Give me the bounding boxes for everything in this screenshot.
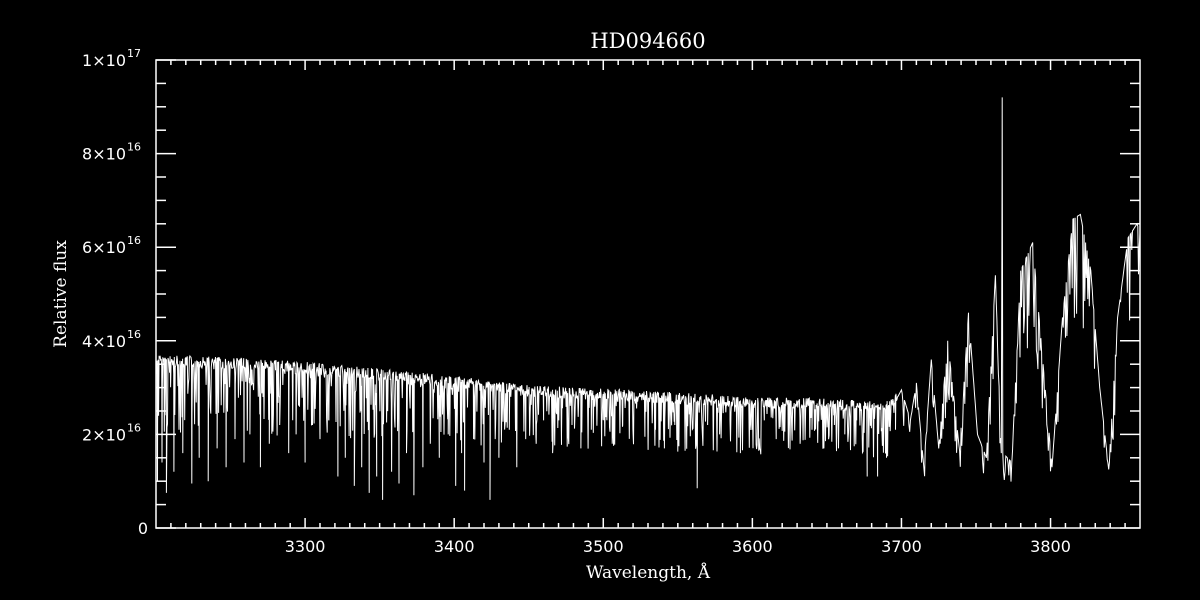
y-tick-label: 0 — [138, 519, 148, 538]
x-tick-label: 3400 — [434, 537, 475, 556]
x-tick-label: 3300 — [285, 537, 326, 556]
y-tick-exponent: 16 — [127, 141, 141, 154]
y-tick-label: 2×10 — [82, 425, 126, 444]
y-tick-label: 1×10 — [82, 51, 126, 70]
spectrum-line — [155, 97, 1141, 500]
y-axis-label: Relative flux — [51, 240, 71, 348]
y-tick-label: 6×10 — [82, 238, 126, 257]
y-tick-label: 4×10 — [82, 332, 126, 351]
y-tick-label: 8×10 — [82, 145, 126, 164]
y-tick-exponent: 16 — [127, 421, 141, 434]
axes-frame — [155, 59, 1141, 529]
x-tick-label: 3600 — [732, 537, 773, 556]
plot-area — [155, 97, 1141, 500]
x-tick-label: 3700 — [881, 537, 922, 556]
x-axis-label: Wavelength, Å — [586, 562, 711, 583]
y-tick-exponent: 16 — [127, 234, 141, 247]
chart-title: HD094660 — [590, 29, 705, 53]
x-tick-label: 3500 — [583, 537, 624, 556]
y-tick-exponent: 17 — [127, 47, 141, 60]
y-tick-exponent: 16 — [127, 328, 141, 341]
x-tick-label: 3800 — [1030, 537, 1071, 556]
